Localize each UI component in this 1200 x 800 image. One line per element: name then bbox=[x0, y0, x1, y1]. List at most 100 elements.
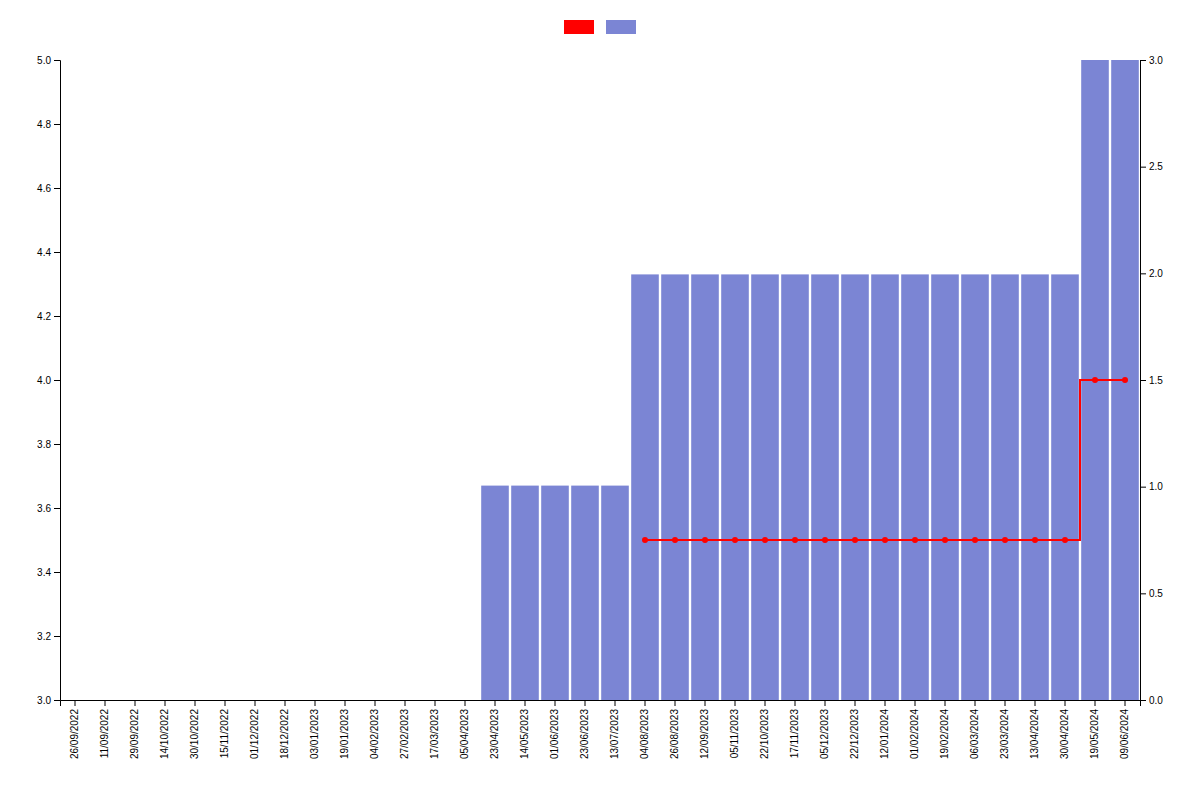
tick-label: 19/05/2024 bbox=[1089, 709, 1100, 759]
tick-mark bbox=[195, 700, 196, 706]
bar bbox=[961, 274, 989, 700]
tick-mark bbox=[1005, 700, 1006, 706]
tick-mark bbox=[54, 508, 60, 509]
tick-mark bbox=[54, 316, 60, 317]
tick-label: 26/08/2023 bbox=[669, 709, 680, 759]
marker bbox=[732, 537, 738, 543]
tick: 06/03/2024 bbox=[969, 700, 980, 759]
tick-label: 4.2 bbox=[37, 311, 51, 322]
tick-label: 14/05/2023 bbox=[519, 709, 530, 759]
tick: 4.4 bbox=[37, 247, 60, 258]
tick: 04/08/2023 bbox=[639, 700, 650, 759]
tick: 4.6 bbox=[37, 183, 60, 194]
tick: 15/11/2022 bbox=[219, 700, 230, 758]
tick: 0.0 bbox=[1140, 695, 1163, 706]
tick-label: 22/12/2023 bbox=[849, 709, 860, 759]
bar bbox=[751, 274, 779, 700]
bar bbox=[481, 486, 509, 700]
tick-label: 30/10/2022 bbox=[189, 709, 200, 759]
plot-area: 26/09/202211/09/202229/09/202214/10/2022… bbox=[37, 55, 1163, 759]
tick: 5.0 bbox=[37, 55, 60, 66]
tick-mark bbox=[915, 700, 916, 706]
tick-mark bbox=[375, 700, 376, 706]
tick-mark bbox=[315, 700, 316, 706]
tick-label: 4.8 bbox=[37, 119, 51, 130]
tick-label: 19/01/2023 bbox=[339, 709, 350, 759]
tick: 05/12/2023 bbox=[819, 700, 830, 759]
tick-label: 17/03/2023 bbox=[429, 709, 440, 759]
bar bbox=[931, 274, 959, 700]
tick-mark bbox=[54, 700, 60, 701]
tick: 0.5 bbox=[1140, 588, 1163, 599]
bar bbox=[991, 274, 1019, 700]
tick-mark bbox=[54, 188, 60, 189]
tick-label: 12/01/2024 bbox=[879, 709, 890, 759]
bar-series bbox=[481, 60, 1139, 700]
tick-mark bbox=[135, 700, 136, 706]
marker bbox=[642, 537, 648, 543]
tick: 19/01/2023 bbox=[339, 700, 350, 759]
tick: 19/02/2024 bbox=[939, 700, 950, 759]
tick-label: 18/12/2022 bbox=[279, 709, 290, 759]
marker bbox=[1002, 537, 1008, 543]
tick-label: 1.0 bbox=[1149, 481, 1163, 492]
tick: 4.2 bbox=[37, 311, 60, 322]
axis-line bbox=[61, 701, 1141, 707]
marker bbox=[1032, 537, 1038, 543]
tick-mark bbox=[405, 700, 406, 706]
tick: 2.0 bbox=[1140, 268, 1163, 279]
tick: 14/10/2022 bbox=[159, 700, 170, 759]
bar bbox=[871, 274, 899, 700]
tick: 17/03/2023 bbox=[429, 700, 440, 759]
tick-label: 30/04/2024 bbox=[1059, 709, 1070, 759]
bar bbox=[511, 486, 539, 700]
tick-mark bbox=[54, 252, 60, 253]
tick: 05/04/2023 bbox=[459, 700, 470, 759]
tick: 12/09/2023 bbox=[699, 700, 710, 759]
tick-mark bbox=[54, 444, 60, 445]
tick: 29/09/2022 bbox=[129, 700, 140, 759]
tick-label: 23/06/2023 bbox=[579, 709, 590, 759]
tick-label: 09/06/2024 bbox=[1119, 709, 1130, 759]
chart: 26/09/202211/09/202229/09/202214/10/2022… bbox=[0, 0, 1200, 800]
tick-label: 4.6 bbox=[37, 183, 51, 194]
bar bbox=[691, 274, 719, 700]
tick-mark bbox=[525, 700, 526, 706]
bar bbox=[661, 274, 689, 700]
tick: 3.0 bbox=[1140, 55, 1163, 66]
tick: 23/06/2023 bbox=[579, 700, 590, 759]
bar bbox=[811, 274, 839, 700]
tick-mark bbox=[1095, 700, 1096, 706]
tick-mark bbox=[975, 700, 976, 706]
axis-line bbox=[1141, 61, 1147, 701]
tick-label: 0.5 bbox=[1149, 588, 1163, 599]
tick-label: 0.0 bbox=[1149, 695, 1163, 706]
tick: 09/06/2024 bbox=[1119, 700, 1130, 759]
legend-swatch bbox=[606, 20, 636, 34]
tick-label: 03/01/2023 bbox=[309, 709, 320, 759]
tick-mark bbox=[1140, 60, 1146, 61]
tick: 22/12/2023 bbox=[849, 700, 860, 759]
tick: 18/12/2022 bbox=[279, 700, 290, 759]
marker bbox=[882, 537, 888, 543]
tick-label: 05/04/2023 bbox=[459, 709, 470, 759]
legend bbox=[564, 20, 636, 34]
tick-label: 3.8 bbox=[37, 439, 51, 450]
tick-label: 19/02/2024 bbox=[939, 709, 950, 759]
line bbox=[645, 380, 1125, 540]
tick-mark bbox=[54, 636, 60, 637]
tick: 01/02/2024 bbox=[909, 700, 920, 759]
tick: 14/05/2023 bbox=[519, 700, 530, 759]
tick-mark bbox=[1065, 700, 1066, 706]
tick: 1.5 bbox=[1140, 375, 1163, 386]
bar bbox=[1051, 274, 1079, 700]
tick-label: 06/03/2024 bbox=[969, 709, 980, 759]
bar bbox=[541, 486, 569, 700]
tick-mark bbox=[54, 572, 60, 573]
marker bbox=[792, 537, 798, 543]
tick-mark bbox=[795, 700, 796, 706]
tick-label: 3.0 bbox=[37, 695, 51, 706]
tick-mark bbox=[765, 700, 766, 706]
tick-mark bbox=[105, 700, 106, 706]
tick-mark bbox=[555, 700, 556, 706]
